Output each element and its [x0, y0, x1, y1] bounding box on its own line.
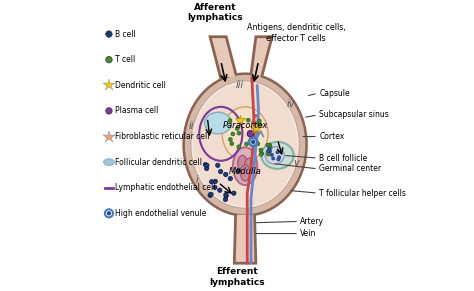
- Circle shape: [105, 209, 113, 217]
- Circle shape: [205, 163, 209, 168]
- Text: ii: ii: [189, 121, 194, 131]
- Circle shape: [228, 138, 232, 141]
- Circle shape: [218, 188, 222, 192]
- Text: Follicular dendritic cell: Follicular dendritic cell: [115, 158, 201, 167]
- Circle shape: [231, 132, 235, 136]
- Circle shape: [216, 163, 220, 168]
- Circle shape: [204, 166, 209, 171]
- Text: High endothelial venule: High endothelial venule: [115, 209, 206, 218]
- Text: Antigens, dendritic cells,
effector T cells: Antigens, dendritic cells, effector T ce…: [247, 23, 346, 43]
- Ellipse shape: [245, 158, 254, 174]
- Circle shape: [237, 131, 241, 135]
- Circle shape: [224, 194, 228, 198]
- Circle shape: [276, 151, 279, 154]
- Ellipse shape: [237, 155, 247, 172]
- Circle shape: [268, 150, 272, 153]
- Ellipse shape: [103, 159, 114, 166]
- Ellipse shape: [240, 165, 250, 181]
- Circle shape: [213, 185, 217, 189]
- Text: Vein: Vein: [301, 229, 317, 238]
- Text: Dendritic cell: Dendritic cell: [115, 81, 165, 90]
- Circle shape: [210, 180, 214, 184]
- Circle shape: [247, 131, 254, 137]
- Circle shape: [260, 152, 264, 155]
- Circle shape: [259, 152, 263, 156]
- Text: Subcapsular sinus: Subcapsular sinus: [319, 111, 389, 119]
- Polygon shape: [210, 37, 237, 79]
- Polygon shape: [250, 37, 272, 79]
- Text: iv: iv: [287, 99, 295, 109]
- Circle shape: [224, 193, 228, 197]
- Ellipse shape: [261, 142, 293, 169]
- Circle shape: [266, 143, 270, 147]
- Circle shape: [230, 142, 234, 146]
- Text: Fibroblastic reticular cell: Fibroblastic reticular cell: [115, 132, 209, 141]
- Text: Artery: Artery: [301, 217, 324, 226]
- Text: B cell: B cell: [115, 30, 136, 39]
- Ellipse shape: [205, 112, 232, 134]
- Circle shape: [278, 156, 281, 159]
- Circle shape: [236, 127, 239, 130]
- Circle shape: [256, 142, 260, 146]
- Circle shape: [237, 145, 241, 149]
- Text: Capsule: Capsule: [319, 89, 350, 98]
- Ellipse shape: [222, 107, 268, 161]
- Circle shape: [228, 176, 232, 181]
- Circle shape: [245, 142, 248, 146]
- Circle shape: [251, 140, 255, 144]
- Circle shape: [266, 152, 270, 156]
- Circle shape: [208, 193, 212, 198]
- Circle shape: [224, 172, 228, 177]
- Text: i: i: [195, 175, 198, 184]
- Circle shape: [203, 162, 208, 167]
- Circle shape: [107, 211, 111, 216]
- Polygon shape: [234, 213, 256, 263]
- Circle shape: [106, 31, 112, 37]
- Text: Plasma cell: Plasma cell: [115, 107, 158, 116]
- Circle shape: [268, 146, 272, 150]
- Text: Afferent
lymphatics: Afferent lymphatics: [188, 3, 243, 22]
- Circle shape: [219, 169, 223, 174]
- Ellipse shape: [184, 74, 306, 215]
- Circle shape: [268, 143, 272, 147]
- Text: Paracortex: Paracortex: [222, 121, 268, 130]
- Text: iii: iii: [236, 80, 244, 90]
- Circle shape: [213, 179, 218, 184]
- Ellipse shape: [233, 147, 257, 185]
- Text: Efferent
lymphatics: Efferent lymphatics: [209, 267, 265, 287]
- Ellipse shape: [191, 80, 300, 209]
- Text: Germinal center: Germinal center: [319, 164, 382, 173]
- Circle shape: [237, 168, 241, 173]
- Circle shape: [106, 56, 112, 63]
- Text: T cell: T cell: [115, 55, 135, 64]
- Circle shape: [249, 134, 253, 138]
- Circle shape: [259, 148, 263, 152]
- Circle shape: [209, 192, 213, 196]
- Ellipse shape: [265, 147, 284, 164]
- Circle shape: [232, 191, 236, 195]
- Text: T follicular helper cells: T follicular helper cells: [319, 189, 406, 198]
- Circle shape: [106, 108, 112, 114]
- Circle shape: [257, 119, 261, 123]
- Circle shape: [228, 119, 232, 123]
- Circle shape: [270, 153, 273, 157]
- Text: v: v: [293, 159, 299, 168]
- Circle shape: [267, 147, 271, 150]
- Text: Lymphatic endothelial cell: Lymphatic endothelial cell: [115, 183, 215, 192]
- Circle shape: [223, 197, 228, 202]
- Text: B cell follicle: B cell follicle: [319, 154, 367, 163]
- Ellipse shape: [193, 83, 297, 206]
- Circle shape: [266, 150, 270, 153]
- Text: Cortex: Cortex: [319, 132, 345, 141]
- Circle shape: [258, 123, 262, 127]
- Circle shape: [272, 157, 275, 160]
- Text: Medulla: Medulla: [228, 167, 262, 176]
- Circle shape: [246, 118, 250, 122]
- Circle shape: [277, 158, 280, 161]
- Circle shape: [249, 138, 257, 146]
